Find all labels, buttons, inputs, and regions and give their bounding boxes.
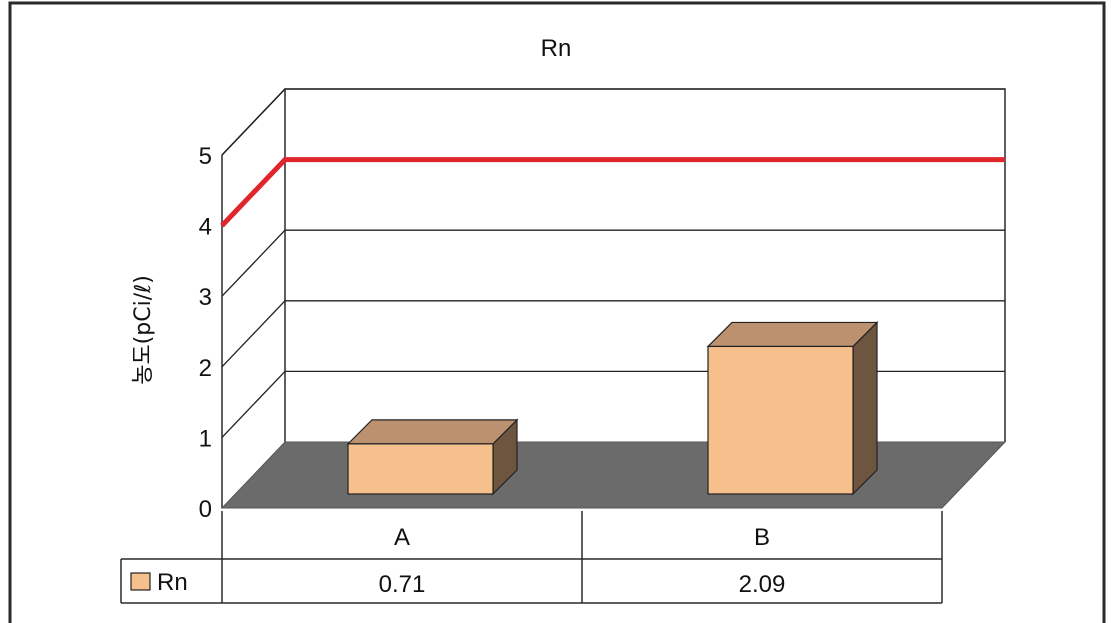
y-tick-label: 1 <box>199 425 212 452</box>
reference-line <box>220 157 1005 228</box>
gridline <box>221 229 1005 297</box>
y-tick-label: 5 <box>199 143 212 170</box>
bar-side <box>852 320 878 496</box>
y-tick-labels: 0 1 2 3 4 5 <box>199 143 212 523</box>
gridline <box>221 370 1005 438</box>
floor-plane <box>220 441 1007 509</box>
bar-front <box>707 345 854 495</box>
x-category-label: B <box>754 524 770 551</box>
gridline <box>221 300 1005 368</box>
gridline <box>221 158 1005 227</box>
chart-title: Rn <box>541 35 572 62</box>
bar-A <box>346 418 519 496</box>
data-value-label: 0.71 <box>379 571 426 598</box>
data-table: A B Rn 0.71 2.09 <box>120 511 943 604</box>
y-tick-label: 2 <box>199 355 212 382</box>
bar-B <box>706 320 879 496</box>
legend-swatch <box>130 572 151 591</box>
y-tick-label: 3 <box>199 284 212 311</box>
chart-border <box>8 1 1106 623</box>
y-tick-label: 0 <box>199 496 212 523</box>
back-wall-frame <box>284 88 1006 442</box>
chart-floor <box>220 441 1007 509</box>
data-value-label: 2.09 <box>739 571 786 598</box>
legend-label: Rn <box>157 569 188 596</box>
gridlines <box>221 88 1005 438</box>
x-category-label: A <box>394 524 410 551</box>
y-tick-label: 4 <box>199 214 212 241</box>
reference-line-group <box>220 157 1005 228</box>
bar-front <box>347 443 494 495</box>
bar-top <box>706 321 879 348</box>
y-axis-label: 농도(pCi/ℓ) <box>131 275 156 385</box>
bars <box>346 320 879 496</box>
bar-top <box>346 419 519 445</box>
gridline <box>221 88 1005 156</box>
